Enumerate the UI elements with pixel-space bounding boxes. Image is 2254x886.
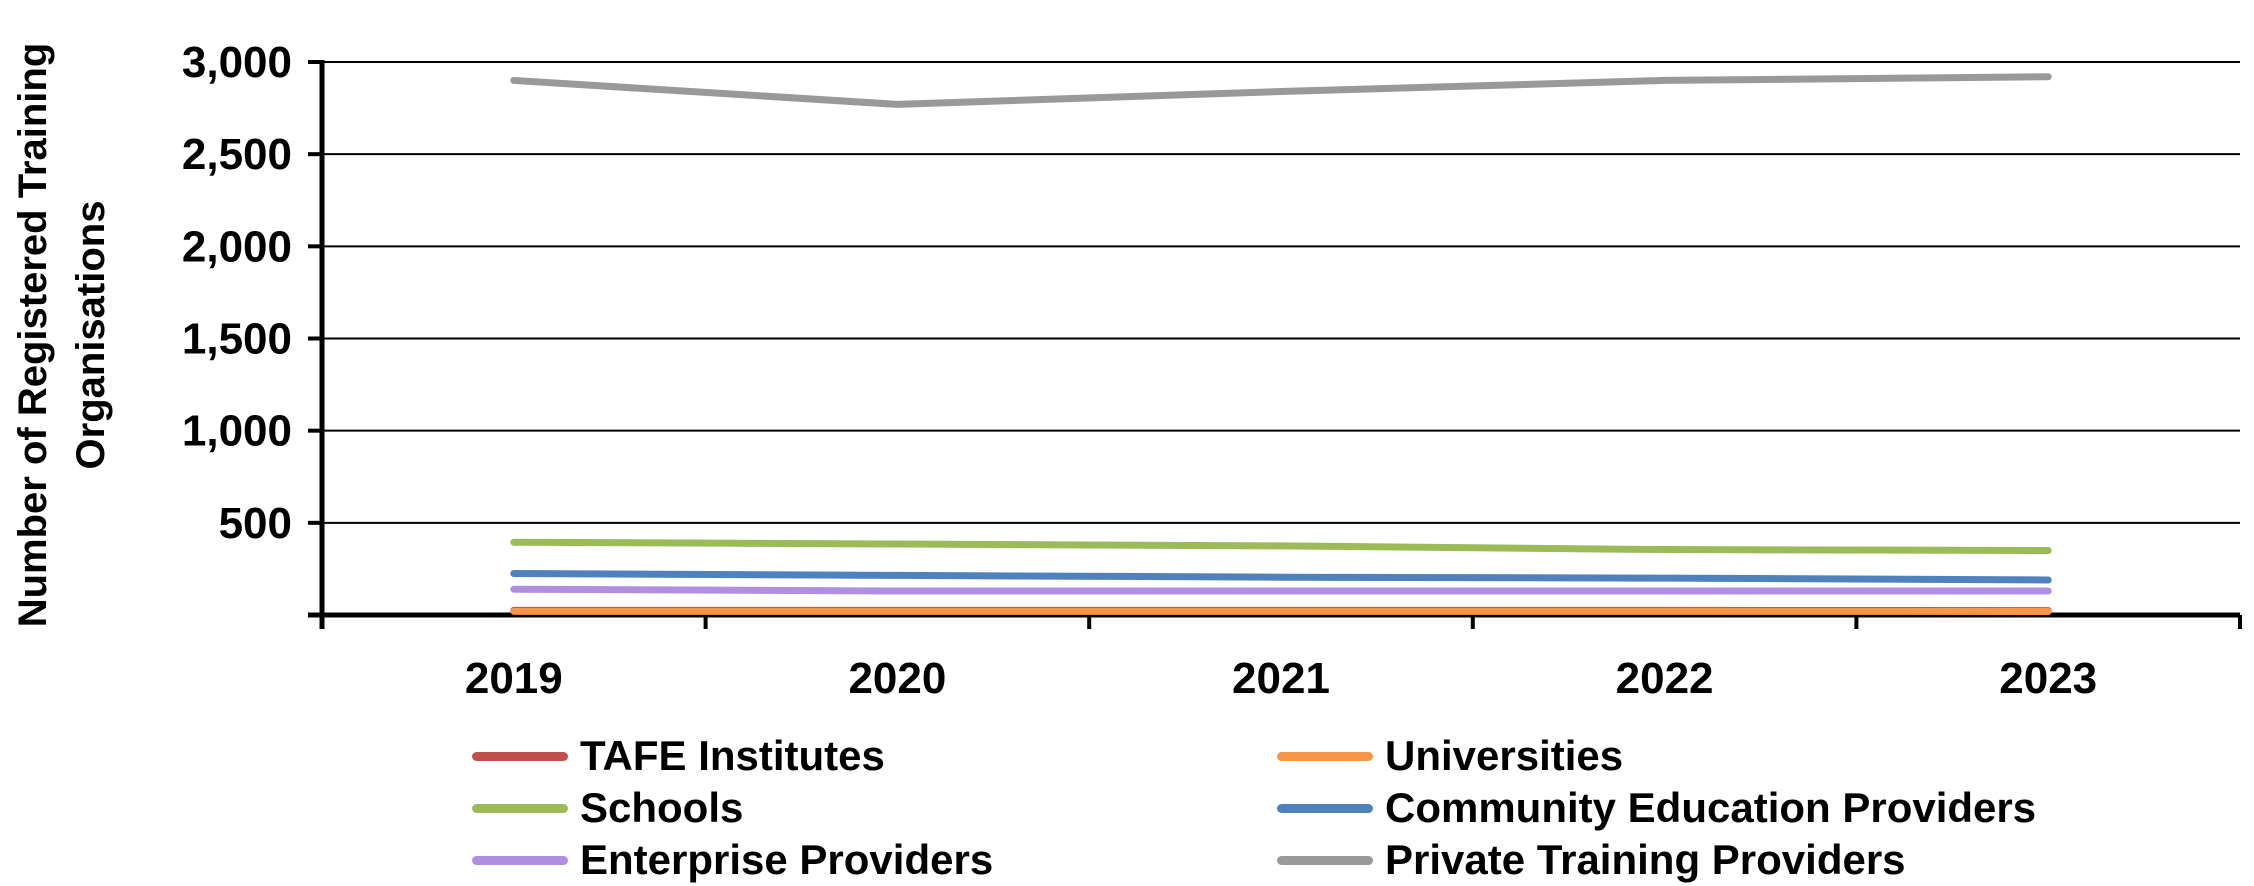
legend-swatch [472, 804, 568, 813]
x-tick-label: 2023 [1999, 654, 2097, 703]
series-line-schools [514, 542, 2048, 550]
legend-label: Enterprise Providers [580, 836, 993, 884]
legend-swatch [1277, 804, 1373, 813]
legend-item: Community Education Providers [1277, 782, 2036, 834]
y-tick-label: 2,500 [182, 130, 292, 179]
legend-item: TAFE Institutes [472, 730, 885, 782]
legend-swatch [1277, 752, 1373, 761]
x-tick-label: 2020 [848, 654, 946, 703]
x-tick-label: 2019 [465, 654, 563, 703]
y-tick-label: 2,000 [182, 222, 292, 271]
series-line-private-training-providers [514, 77, 2048, 105]
legend: TAFE Institutes Universities Schools Commun… [0, 720, 2254, 885]
legend-swatch [472, 856, 568, 865]
y-tick-labels: 500 1,000 1,500 2,000 2,500 3,000 [182, 38, 292, 548]
chart-area: 500 1,000 1,500 2,000 2,500 3,000 2019 2020 202… [0, 0, 2254, 720]
x-tick-label: 2022 [1616, 654, 1714, 703]
legend-label: Private Training Providers [1385, 836, 1906, 884]
y-tick-label: 1,500 [182, 315, 292, 364]
y-axis-title-line2: Organisations [69, 201, 113, 470]
legend-item: Schools [472, 782, 743, 834]
series-line-community-education-providers [514, 574, 2048, 580]
legend-item: Private Training Providers [1277, 834, 1906, 886]
legend-swatch [1277, 856, 1373, 865]
legend-item: Enterprise Providers [472, 834, 993, 886]
x-tick-label: 2021 [1232, 654, 1330, 703]
gridlines [322, 62, 2240, 523]
y-tick-label: 500 [219, 499, 292, 548]
legend-label: Schools [580, 784, 743, 832]
legend-item: Universities [1277, 730, 1623, 782]
legend-swatch [472, 752, 568, 761]
y-tick-label: 1,000 [182, 407, 292, 456]
series-line-enterprise-providers [514, 589, 2048, 591]
series-lines [514, 77, 2048, 612]
legend-label: Community Education Providers [1385, 784, 2036, 832]
y-axis-title-line1: Number of Registered Training [11, 43, 55, 628]
legend-label: TAFE Institutes [580, 732, 885, 780]
x-tick-labels: 2019 2020 2021 2022 2023 [465, 654, 2097, 703]
legend-label: Universities [1385, 732, 1623, 780]
y-tick-label: 3,000 [182, 38, 292, 87]
